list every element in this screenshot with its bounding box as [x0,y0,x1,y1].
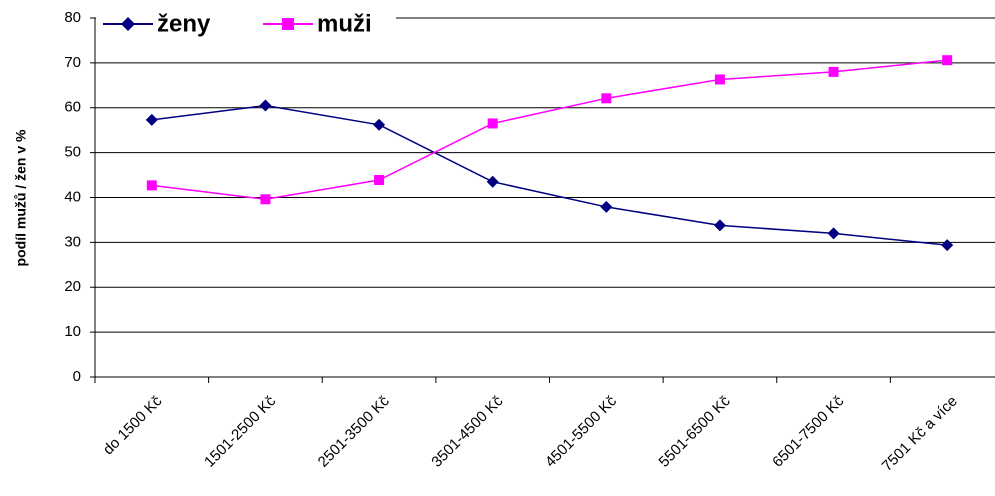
point [600,200,613,213]
y-axis-label: podíl mužů / žen v % [13,129,29,266]
y-tick-label: 50 [64,144,81,161]
x-tick-label: 3501-4500 Kč [428,392,506,470]
point [259,99,272,112]
point [827,227,840,240]
series-line [151,104,948,246]
point [486,175,499,188]
point [828,66,839,77]
x-tick-label: do 1500 Kč [100,392,166,458]
x-tick-label: 6501-7500 Kč [769,392,847,470]
x-tick-label: 1501-2500 Kč [201,392,279,470]
legend-bg [96,0,396,40]
legend-label: muži [317,10,372,37]
point [146,180,157,191]
y-tick-label: 10 [64,323,81,340]
y-tick-label: 20 [64,278,81,295]
y-tick-label: 30 [64,233,81,250]
x-tick-label: 2501-3500 Kč [315,392,393,470]
x-tick-label: 4501-5500 Kč [542,392,620,470]
point [145,113,158,126]
y-tick-label: 40 [64,188,81,205]
point [942,55,953,66]
point [941,239,954,252]
legend-marker [121,17,135,31]
y-tick-label: 60 [64,99,81,116]
point [260,194,271,205]
point [374,174,385,185]
x-tick-label: 7501 Kč a více [879,393,961,475]
series-line [151,59,948,201]
y-tick-label: 0 [73,368,81,385]
point [601,93,612,104]
y-tick-label: 70 [64,54,81,71]
point [487,118,498,129]
x-tick-label: 5501-6500 Kč [656,392,734,470]
point [713,219,726,232]
point [714,74,725,85]
point [373,118,386,131]
y-tick-label: 80 [64,9,81,26]
legend-marker [282,18,294,30]
legend-label: ženy [157,10,211,37]
